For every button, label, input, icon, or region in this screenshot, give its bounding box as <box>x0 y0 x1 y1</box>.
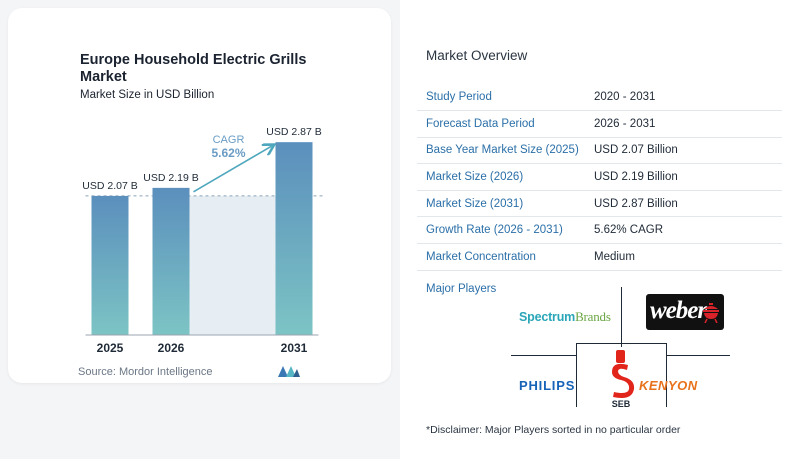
overview-row: Growth Rate (2026 - 2031) 5.62% CAGR <box>417 216 782 245</box>
disclaimer-note: *Disclaimer: Major Players sorted in no … <box>426 424 681 436</box>
overview-table: Study Period 2020 - 2031 Forecast Data Pe… <box>417 84 782 271</box>
spectrum-logo-text: Spectrum <box>519 310 576 324</box>
overview-value: Medium <box>585 243 782 271</box>
overview-row: Market Size (2031) USD 2.87 Billion <box>417 190 782 218</box>
source-note: Source: Mordor Intelligence <box>78 366 213 378</box>
grid-divider <box>576 343 666 344</box>
grid-divider <box>511 355 576 356</box>
overview-label: Market Size (2031) <box>417 190 585 218</box>
mordor-logo-icon <box>278 366 300 377</box>
chart-title: Europe Household Electric Grills Market <box>80 52 307 85</box>
weber-logo-text: weber <box>650 297 707 324</box>
grid-divider <box>621 287 622 347</box>
overview-label: Study Period <box>417 84 585 112</box>
seb-logo-text: SEB <box>612 399 631 408</box>
grid-divider <box>666 355 730 356</box>
overview-value: 5.62% CAGR <box>585 216 782 245</box>
x-tick-label: 2026 <box>158 341 185 355</box>
overview-row: Base Year Market Size (2025) USD 2.07 Bil… <box>417 137 782 165</box>
x-tick-label: 2025 <box>97 341 124 355</box>
overview-value: USD 2.07 Billion <box>585 137 782 165</box>
philips-logo: PHILIPS <box>519 378 576 393</box>
bar-2031 <box>275 142 313 335</box>
overview-label: Market Concentration <box>417 243 585 271</box>
overview-title: Market Overview <box>426 48 528 63</box>
spectrum-brands-logo: SpectrumBrands <box>519 309 611 325</box>
overview-label: Growth Rate (2026 - 2031) <box>417 216 585 245</box>
bar-2026 <box>152 187 190 335</box>
bar-2025 <box>91 195 129 335</box>
overview-label: Base Year Market Size (2025) <box>417 137 585 165</box>
overview-value: USD 2.87 Billion <box>585 190 782 218</box>
data-label: USD 2.19 B <box>143 172 198 184</box>
cagr-band <box>189 195 276 335</box>
cagr-label: CAGR <box>213 134 245 146</box>
data-label: USD 2.87 B <box>266 126 321 138</box>
cagr-value: 5.62% <box>211 146 245 160</box>
bar-chart: USD 2.07 B 2025 USD 2.19 B 2026 USD 2.87 B 20… <box>82 126 323 355</box>
weber-logo: weber <box>646 294 724 330</box>
major-players-title: Major Players <box>426 283 497 295</box>
overview-value: USD 2.19 Billion <box>585 163 782 191</box>
overview-row: Market Size (2026) USD 2.19 Billion <box>417 163 782 191</box>
overview-row: Market Concentration Medium <box>417 243 782 271</box>
cagr-arrow <box>193 146 272 193</box>
kenyon-logo: KENYON <box>639 378 698 393</box>
overview-value: 2026 - 2031 <box>585 110 782 138</box>
data-label: USD 2.07 B <box>82 180 137 192</box>
brands-logo-text: Brands <box>575 309 611 324</box>
overview-value: 2020 - 2031 <box>585 84 782 112</box>
overview-label: Forecast Data Period <box>417 110 585 138</box>
overview-row: Study Period 2020 - 2031 <box>417 84 782 112</box>
overview-row: Forecast Data Period 2026 - 2031 <box>417 110 782 138</box>
overview-label: Market Size (2026) <box>417 163 585 191</box>
x-tick-label: 2031 <box>281 341 308 355</box>
chart-subtitle: Market Size in USD Billion <box>80 89 215 101</box>
groupe-seb-logo: SEB <box>612 350 635 408</box>
grid-divider <box>576 343 577 407</box>
grid-divider <box>666 343 667 407</box>
kettle-grill-icon <box>703 303 719 323</box>
